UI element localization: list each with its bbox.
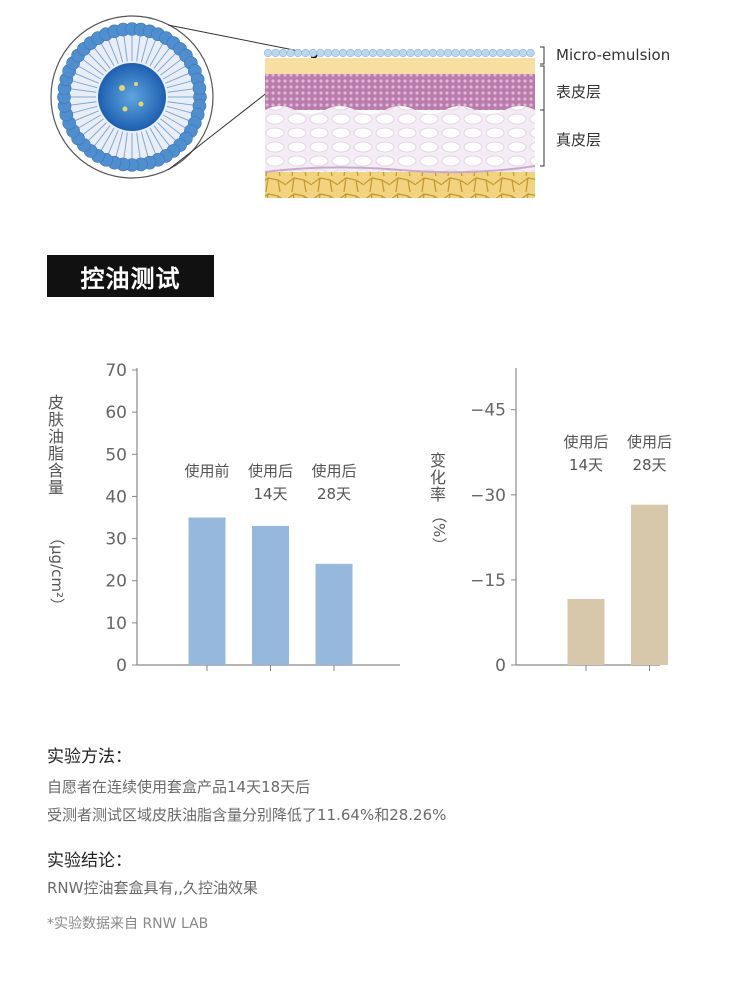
- chart1-ytick-label: 10: [105, 614, 127, 634]
- chart2-bar: [631, 504, 668, 665]
- chart1-bar: [252, 525, 289, 665]
- method-line-2: 受测者测试区域皮肤油脂含量分别降低了11.64%和28.26%: [47, 806, 447, 824]
- chart2-ylabel: 变化率: [427, 452, 446, 503]
- chart2-ytick-label: −45: [470, 401, 506, 421]
- skin-cross-section: [263, 48, 536, 198]
- chart2-ytick-label: 0: [495, 656, 506, 676]
- dermis-label: 真皮层: [556, 131, 602, 149]
- chart2-category-sublabel: 14天: [569, 456, 603, 474]
- chart2-category-label: 使用后: [563, 433, 608, 451]
- chart1-ytick-label: 40: [105, 487, 127, 507]
- method-heading: 实验方法：: [47, 747, 132, 767]
- micro-emulsion-label: Micro-emulsion: [556, 46, 671, 64]
- chart2-yunit: （%）: [430, 508, 448, 553]
- chart1-bar: [188, 517, 226, 665]
- chart1-ytick-label: 0: [116, 656, 127, 676]
- chart1-category-label: 使用前: [184, 462, 229, 480]
- chart2-category-sublabel: 28天: [632, 456, 666, 474]
- epidermis-label: 表皮层: [556, 83, 602, 101]
- chart1-category-label: 使用后: [311, 462, 356, 480]
- chart2-ytick-label: −15: [470, 571, 506, 591]
- chart2-category-label: 使用后: [627, 433, 672, 451]
- micro-emulsion-droplet: [57, 22, 207, 172]
- chart1-ytick-label: 50: [105, 445, 127, 465]
- skin-illustration: [50, 15, 545, 198]
- footnote: *实验数据来自 RNW LAB: [47, 916, 209, 932]
- chart1-ytick-label: 20: [105, 572, 127, 592]
- chart1-ylabel: 皮肤油脂含量: [45, 394, 64, 496]
- chart1-ytick-label: 60: [105, 403, 127, 423]
- section-title: 控油测试: [47, 255, 214, 297]
- chart1-category-label: 使用后: [248, 462, 293, 480]
- skin-layer-diagram: Micro-emulsion 表皮层 真皮层: [0, 0, 750, 230]
- oil-content-chart: 0 10 20 30 40 50 60 70 使用前 使用后 14天 使用后 28天: [105, 361, 400, 676]
- chart1-ytick-label: 30: [105, 530, 127, 550]
- method-line-1: 自愿者在连续使用套盒产品14天18天后: [47, 778, 311, 796]
- change-rate-chart: 0 −15 −30 −45 使用后 14天 使用后 28天: [470, 368, 672, 676]
- chart1-bar: [315, 563, 353, 665]
- conclusion-heading: 实验结论：: [47, 851, 132, 871]
- chart1-ytick-label: 70: [105, 361, 127, 381]
- chart2-ytick-label: −30: [470, 486, 506, 506]
- chart1-yunit: （μg/cm²）: [48, 530, 66, 613]
- chart1-category-sublabel: 14天: [253, 485, 287, 503]
- chart1-category-sublabel: 28天: [317, 485, 351, 503]
- conclusion-line-1: RNW控油套盒具有,,久控油效果: [47, 879, 259, 897]
- chart2-bar: [567, 598, 605, 665]
